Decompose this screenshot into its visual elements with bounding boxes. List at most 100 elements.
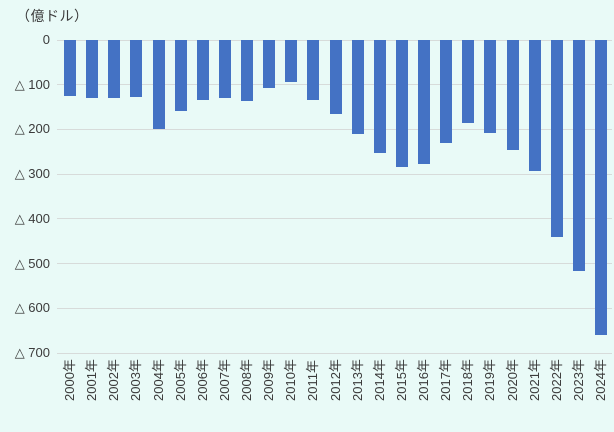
bar-slot	[125, 40, 147, 353]
bar-slot	[325, 40, 347, 353]
bar-2002年	[108, 40, 121, 99]
x-axis-tick-label: 2006年	[194, 359, 210, 401]
bar-2022年	[550, 40, 563, 237]
x-axis-tick-label: 2022年	[548, 359, 564, 401]
bar-slot	[302, 40, 324, 353]
bar-slot	[280, 40, 302, 353]
x-axis-tick-label: 2003年	[128, 359, 144, 401]
x-axis-label-slot: 2007年	[214, 357, 236, 432]
bar-slot	[59, 40, 81, 353]
x-axis-label-slot: 2004年	[148, 357, 170, 432]
bar-2017年	[440, 40, 453, 143]
x-axis-label-slot: 2011年	[302, 357, 324, 432]
y-axis-tick-label: △ 400	[14, 210, 50, 226]
bar-slot	[524, 40, 546, 353]
bar-2018年	[462, 40, 475, 123]
x-axis-tick-label: 2002年	[106, 359, 122, 401]
x-axis-tick-label: 2016年	[416, 359, 432, 401]
bar-slot	[148, 40, 170, 353]
x-axis-label-slot: 2000年	[59, 357, 81, 432]
bar-2000年	[64, 40, 77, 96]
bar-2001年	[86, 40, 99, 99]
x-axis-labels: 2000年 2001年 2002年 2003年 2004年 2005年 2006年 2007年…	[59, 357, 612, 432]
bar-2019年	[484, 40, 497, 133]
x-axis-label-slot: 2014年	[369, 357, 391, 432]
x-axis-label-slot: 2021年	[524, 357, 546, 432]
x-axis-label-slot: 2020年	[502, 357, 524, 432]
y-axis-tick-label: △ 700	[14, 345, 50, 360]
bar-2010年	[285, 40, 298, 83]
x-axis-label-slot: 2003年	[125, 357, 147, 432]
bar-slot	[81, 40, 103, 353]
x-axis-tick-label: 2017年	[438, 359, 454, 401]
bar-2024年	[595, 40, 608, 336]
x-axis-tick-label: 2018年	[460, 359, 476, 401]
x-axis-tick-label: 2004年	[150, 359, 166, 401]
y-axis-tick-label: △ 300	[14, 166, 50, 182]
bar-2009年	[263, 40, 276, 88]
y-axis-tick-label: △ 100	[14, 76, 50, 92]
x-axis-label-slot: 2023年	[568, 357, 590, 432]
x-axis-tick-label: 2000年	[62, 359, 78, 401]
x-axis-label-slot: 2008年	[236, 357, 258, 432]
bar-2014年	[373, 40, 386, 154]
bar-slot	[347, 40, 369, 353]
x-axis-tick-label: 2023年	[570, 359, 586, 401]
bar-slot	[214, 40, 236, 353]
gridline	[57, 173, 612, 175]
bar-slot	[568, 40, 590, 353]
bar-slot	[236, 40, 258, 353]
x-axis-label-slot: 2017年	[435, 357, 457, 432]
x-axis-label-slot: 2005年	[170, 357, 192, 432]
bar-2006年	[196, 40, 209, 101]
x-axis-tick-label: 2013年	[349, 359, 365, 401]
y-axis-tick-label: △ 200	[14, 121, 50, 137]
bar-2021年	[528, 40, 541, 171]
bar-2013年	[351, 40, 364, 134]
bar-slot	[435, 40, 457, 353]
x-axis-label-slot: 2015年	[391, 357, 413, 432]
x-axis-tick-label: 2021年	[526, 359, 542, 401]
x-axis-label-slot: 2019年	[479, 357, 501, 432]
gridline	[57, 263, 612, 265]
bar-2015年	[395, 40, 408, 168]
x-axis-tick-label: 2001年	[84, 359, 100, 401]
x-axis-label-slot: 2016年	[413, 357, 435, 432]
x-axis-label-slot: 2006年	[192, 357, 214, 432]
bar-slot	[369, 40, 391, 353]
bar-2008年	[241, 40, 254, 101]
x-axis-tick-label: 2012年	[327, 359, 343, 401]
gridline	[57, 352, 612, 354]
bar-2012年	[329, 40, 342, 115]
bar-slot	[479, 40, 501, 353]
bar-2004年	[152, 40, 165, 130]
x-axis-label-slot: 2024年	[590, 357, 612, 432]
x-axis-tick-label: 2008年	[239, 359, 255, 401]
bar-2011年	[307, 40, 320, 101]
x-axis-label-slot: 2022年	[546, 357, 568, 432]
x-axis-tick-label: 2010年	[283, 359, 299, 401]
bar-2023年	[572, 40, 585, 271]
bar-2007年	[218, 40, 231, 99]
bar-2016年	[418, 40, 431, 164]
bar-slot	[192, 40, 214, 353]
x-axis-tick-label: 2014年	[371, 359, 387, 401]
gridline	[57, 218, 612, 220]
x-axis-label-slot: 2018年	[457, 357, 479, 432]
bar-2005年	[174, 40, 187, 111]
plot-area	[59, 40, 612, 353]
x-axis-tick-label: 2009年	[261, 359, 277, 401]
x-axis-label-slot: 2013年	[347, 357, 369, 432]
x-axis-tick-label: 2007年	[216, 359, 232, 401]
x-axis-label-slot: 2010年	[280, 357, 302, 432]
x-axis-tick-label: 2005年	[172, 359, 188, 401]
x-axis-tick-label: 2011年	[305, 360, 321, 401]
bar-slot	[103, 40, 125, 353]
bar-slot	[258, 40, 280, 353]
x-axis-tick-label: 2019年	[482, 359, 498, 401]
x-axis-label-slot: 2002年	[103, 357, 125, 432]
bar-slot	[391, 40, 413, 353]
bar-slot	[590, 40, 612, 353]
bar-slot	[170, 40, 192, 353]
